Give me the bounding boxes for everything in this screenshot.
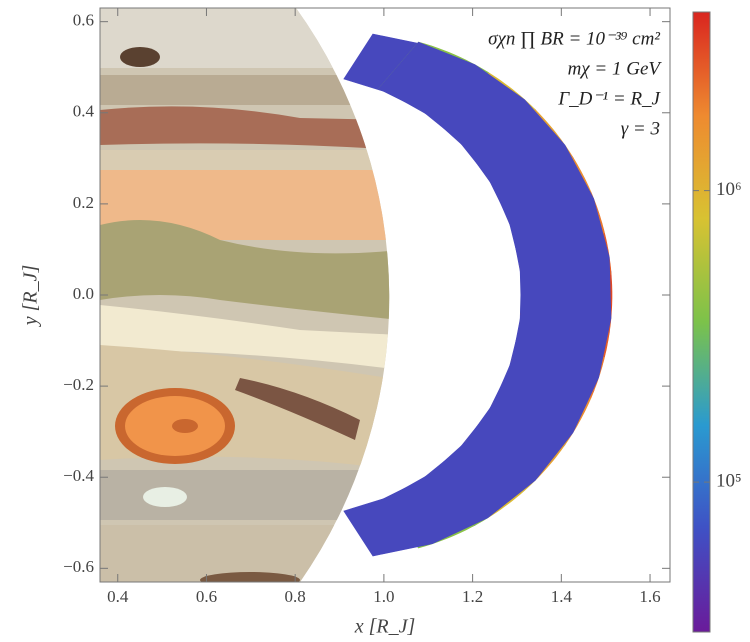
y-tick-label: −0.2 xyxy=(63,375,94,394)
jupiter-illustration xyxy=(100,8,400,588)
annotation: γ = 3 xyxy=(621,118,660,139)
y-tick-label: 0.4 xyxy=(73,102,95,121)
annotation: mχ = 1 GeV xyxy=(568,58,663,79)
x-tick-label: 1.0 xyxy=(373,587,394,606)
chart: σχn ∏ BR = 10⁻³⁹ cm² mχ = 1 GeV Γ_D⁻¹ = R_… xyxy=(0,0,750,642)
x-tick-label: 0.6 xyxy=(196,587,217,606)
x-tick-label: 1.6 xyxy=(639,587,660,606)
x-tick-label: 1.2 xyxy=(462,587,483,606)
y-axis-label: y [R_J] xyxy=(20,265,42,328)
y-tick-label: −0.4 xyxy=(63,466,94,485)
y-tick-label: 0.6 xyxy=(73,11,94,30)
annotation: Γ_D⁻¹ = R_J xyxy=(557,88,661,109)
colorbar xyxy=(693,12,710,632)
x-tick-label: 0.4 xyxy=(107,587,129,606)
y-tick-label: −0.6 xyxy=(63,557,94,576)
y-tick-label: 0.2 xyxy=(73,193,94,212)
x-tick-label: 0.8 xyxy=(285,587,306,606)
y-tick-label: 0.0 xyxy=(73,284,94,303)
colorbar-tick-label: 10⁵ xyxy=(716,470,742,491)
x-axis-label: x [R_J] xyxy=(354,616,416,638)
colorbar-tick-label: 10⁶ xyxy=(716,179,742,200)
x-tick-label: 1.4 xyxy=(551,587,573,606)
annotation: σχn ∏ BR = 10⁻³⁹ cm² xyxy=(488,28,660,49)
